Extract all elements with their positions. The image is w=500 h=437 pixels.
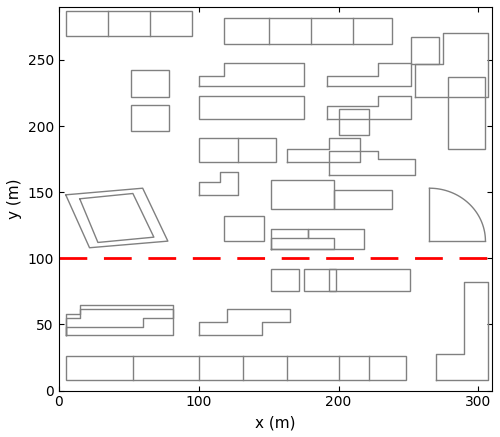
Bar [338,109,370,135]
Bar [334,190,392,209]
Bar [448,77,486,149]
Bar [198,96,304,119]
Bar [412,38,440,64]
Bar [198,138,276,162]
Y-axis label: y (m): y (m) [7,179,22,219]
Bar [132,70,170,97]
Bar [328,269,410,291]
Bar [66,11,192,36]
X-axis label: x (m): x (m) [256,415,296,430]
Bar [272,180,334,209]
Bar [66,356,406,380]
Bar [304,269,336,291]
Bar [224,216,264,241]
Bar [272,269,299,291]
Bar [224,17,392,44]
Bar [132,105,170,131]
